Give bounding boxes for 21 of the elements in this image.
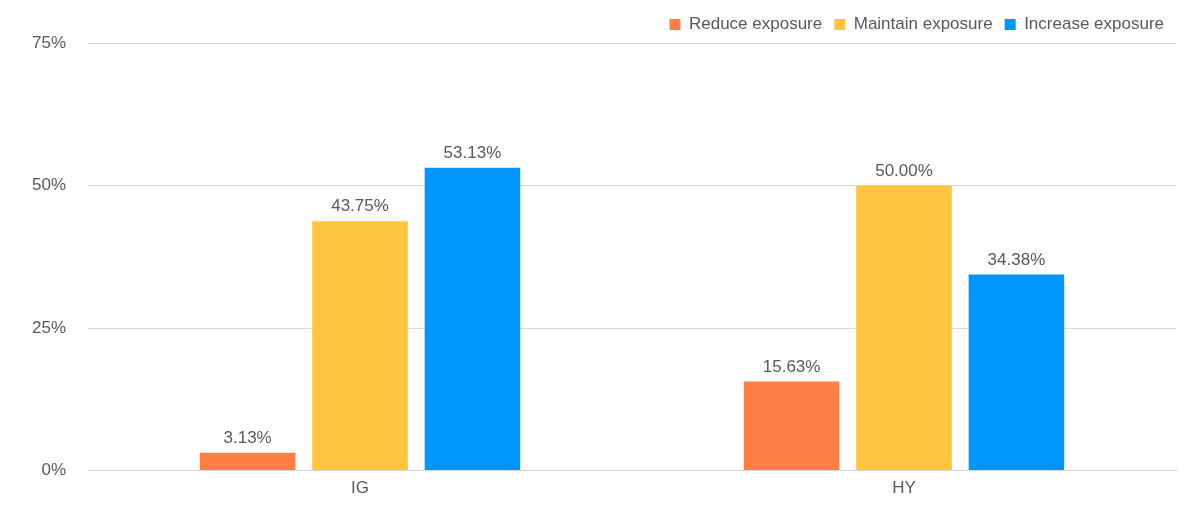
data-label: 34.38%: [987, 249, 1046, 269]
bar: [312, 221, 408, 471]
y-tick-label: 75%: [31, 32, 67, 52]
y-tick-label: 0%: [41, 460, 67, 480]
data-label: 53.13%: [443, 142, 502, 162]
x-tick-label: HY: [892, 478, 916, 498]
legend-label: Increase exposure: [1024, 14, 1165, 34]
bar: [968, 274, 1065, 471]
legend-label: Reduce exposure: [688, 14, 823, 34]
y-tick-label: 50%: [31, 175, 67, 195]
bar: [743, 381, 840, 471]
data-label: 3.13%: [223, 427, 272, 447]
bar: [856, 185, 952, 471]
data-label: 15.63%: [762, 356, 821, 376]
legend-label: Maintain exposure: [853, 14, 993, 34]
data-label: 50.00%: [875, 160, 933, 180]
data-label: 43.75%: [331, 196, 389, 216]
bar: [424, 167, 521, 471]
y-tick-label: 25%: [31, 317, 67, 337]
bar: [199, 452, 296, 471]
x-tick-label: IG: [351, 478, 369, 498]
